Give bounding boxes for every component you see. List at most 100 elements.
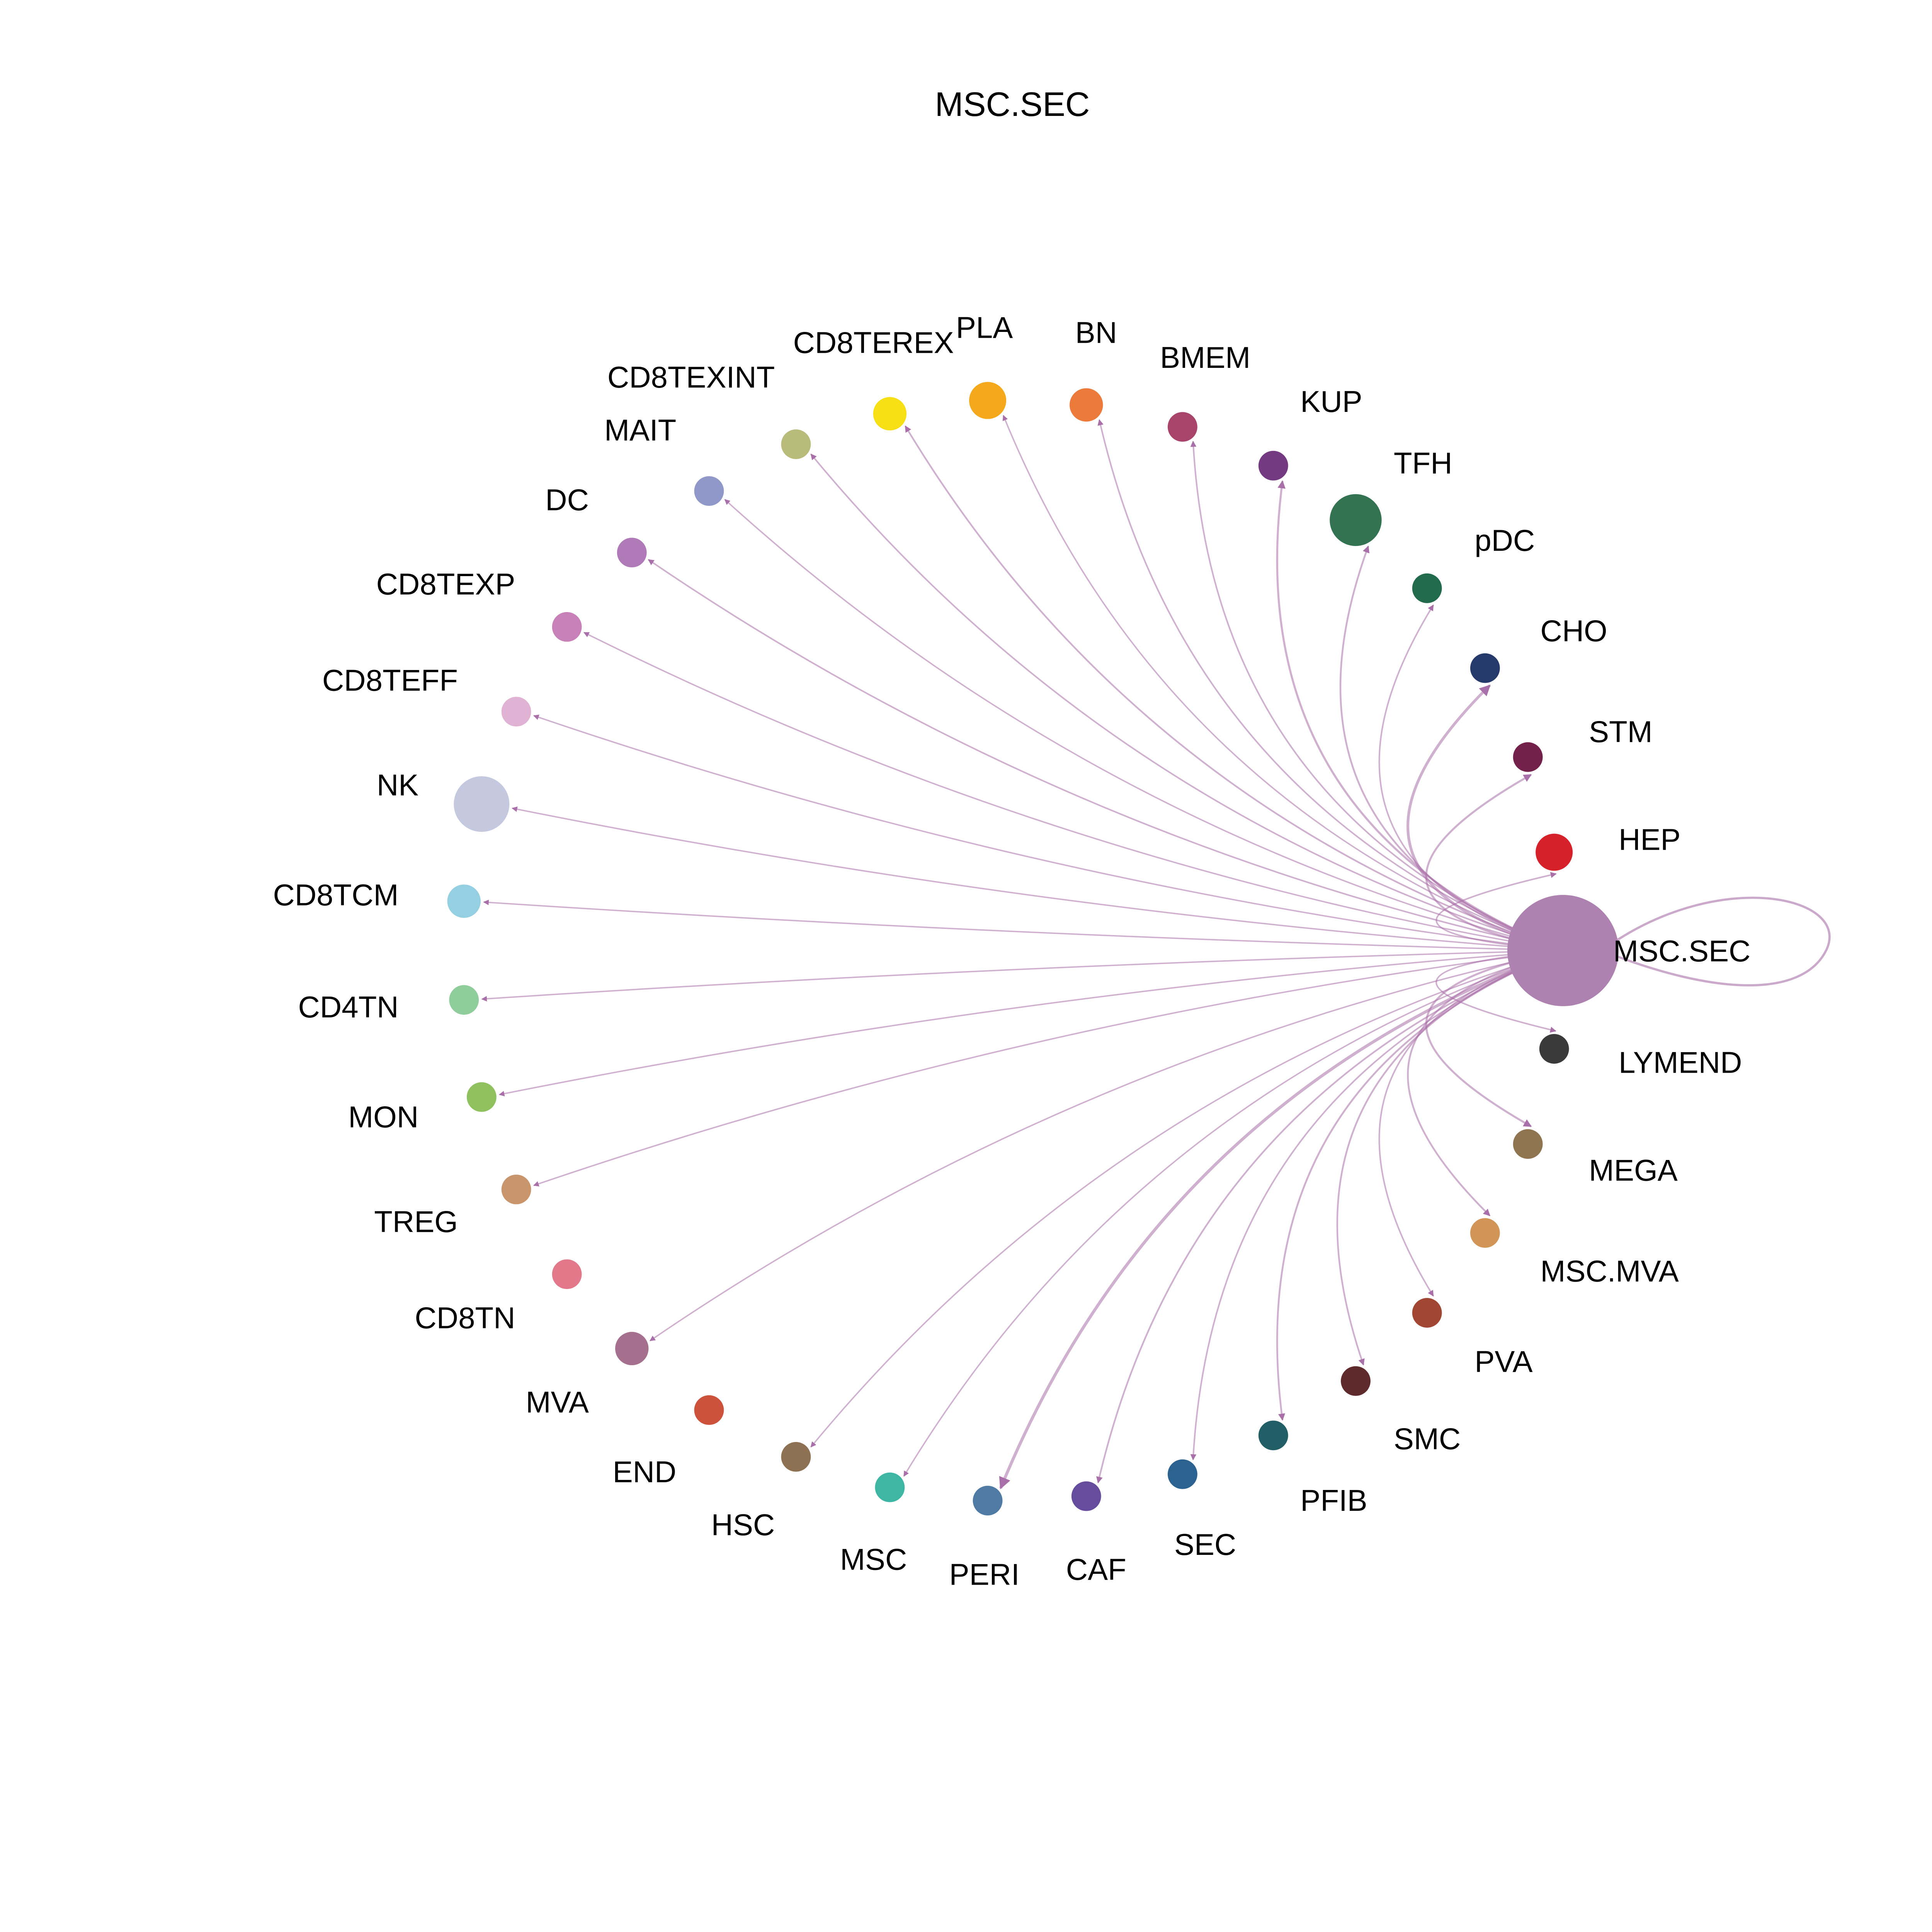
node-label-peri: PERI [949, 1557, 1020, 1591]
node-cd8tn [552, 1259, 582, 1289]
node-label-pla: PLA [956, 311, 1013, 345]
node-label-mon: MON [348, 1100, 418, 1134]
edge-msc-sec-to-lymend [1435, 950, 1563, 1033]
node-cd8teff [501, 697, 531, 727]
edge-msc-sec-to-cho [1406, 684, 1563, 952]
node-pfib [1258, 1420, 1288, 1451]
edge-msc-sec-to-pla [1002, 415, 1563, 951]
node-cho [1470, 653, 1500, 683]
node-label-bn: BN [1075, 316, 1117, 350]
node-label-msc-sec: MSC.SEC [1613, 934, 1750, 968]
edge-msc-sec-to-cd8texp [583, 632, 1563, 951]
node-cd8tcm [447, 884, 481, 918]
edge-msc-sec-to-pva [1378, 950, 1563, 1297]
node-msc [875, 1472, 905, 1502]
node-msc-mva [1470, 1218, 1500, 1248]
node-mva [615, 1332, 649, 1366]
node-cd8terex [873, 397, 907, 430]
node-label-lymend: LYMEND [1619, 1045, 1742, 1079]
node-hep [1536, 833, 1573, 871]
edge-msc-sec-to-hsc [810, 950, 1563, 1447]
node-label-mva: MVA [526, 1385, 589, 1419]
edge-msc-sec-to-stm [1425, 774, 1563, 952]
node-mait [694, 476, 724, 506]
node-label-pfib: PFIB [1300, 1483, 1367, 1517]
node-label-cd8terex: CD8TEREX [793, 325, 954, 359]
edge-msc-sec-to-cd4tn [481, 950, 1563, 1002]
edge-msc-sec-to-mega [1425, 949, 1563, 1128]
node-pva [1412, 1298, 1442, 1328]
node-kup [1258, 451, 1288, 481]
node-end [694, 1395, 724, 1425]
edge-msc-sec-to-caf [1096, 950, 1563, 1483]
node-stm [1513, 742, 1543, 772]
edge-msc-sec-to-bmem [1190, 440, 1563, 951]
node-label-tfh: TFH [1394, 446, 1452, 480]
edge-msc-sec-to-peri [999, 949, 1564, 1490]
node-bn [1070, 388, 1103, 422]
node-cd8texint [781, 429, 811, 459]
edge-msc-sec-to-pdc [1378, 604, 1563, 951]
edge-msc-sec-to-dc [648, 559, 1563, 951]
edge-msc-sec-to-mon [498, 950, 1563, 1097]
node-msc-sec [1507, 895, 1619, 1006]
node-label-cd8texint: CD8TEXINT [607, 360, 775, 394]
node-label-cd4tn: CD4TN [298, 990, 398, 1024]
node-label-cd8tn: CD8TN [415, 1301, 515, 1335]
node-label-cd8tcm: CD8TCM [273, 878, 399, 912]
edge-msc-sec-self-loop [1601, 896, 1831, 986]
node-label-sec: SEC [1174, 1527, 1236, 1561]
node-dc [617, 537, 647, 568]
node-pla [969, 382, 1007, 419]
node-label-kup: KUP [1300, 384, 1362, 418]
edge-msc-sec-to-mva [650, 950, 1563, 1342]
node-label-pva: PVA [1475, 1345, 1532, 1379]
edge-msc-sec-to-treg [533, 950, 1563, 1187]
node-tfh [1330, 494, 1382, 546]
edge-msc-sec-to-kup [1276, 480, 1563, 952]
edge-msc-sec-to-msc [903, 950, 1563, 1477]
edge-msc-sec-to-cd8teff [533, 714, 1563, 951]
node-label-msc-mva: MSC.MVA [1540, 1254, 1679, 1288]
node-nk [454, 776, 510, 832]
edge-msc-sec-to-cd8tcm [483, 900, 1563, 951]
node-cd8texp [552, 612, 582, 642]
node-label-end: END [613, 1455, 677, 1489]
node-label-hsc: HSC [711, 1508, 775, 1542]
node-label-bmem: BMEM [1160, 340, 1250, 374]
node-label-nk: NK [377, 768, 418, 802]
edge-msc-sec-to-bn [1097, 419, 1563, 951]
node-bmem [1167, 412, 1197, 442]
chart-title: MSC.SEC [935, 85, 1090, 123]
edge-msc-sec-to-smc [1336, 950, 1563, 1366]
node-label-treg: TREG [374, 1205, 458, 1239]
edge-msc-sec-to-cd8terex [905, 425, 1563, 952]
node-cd4tn [449, 985, 479, 1015]
edge-msc-sec-to-sec [1190, 950, 1563, 1461]
node-label-stm: STM [1589, 715, 1653, 749]
node-label-cd8texp: CD8TEXP [376, 567, 515, 601]
node-label-dc: DC [545, 483, 589, 517]
node-mega [1513, 1129, 1543, 1159]
node-mon [466, 1082, 497, 1112]
node-label-smc: SMC [1394, 1422, 1461, 1456]
node-label-mega: MEGA [1589, 1153, 1678, 1187]
node-label-pdc: pDC [1475, 523, 1535, 557]
edges-layer [481, 415, 1831, 1490]
node-label-cd8teff: CD8TEFF [322, 663, 458, 697]
node-caf [1071, 1481, 1101, 1511]
node-sec [1167, 1459, 1197, 1489]
node-lymend [1539, 1034, 1569, 1064]
node-pdc [1412, 573, 1442, 603]
node-label-msc: MSC [840, 1543, 907, 1577]
node-label-cho: CHO [1540, 614, 1607, 648]
node-treg [501, 1174, 531, 1204]
edge-msc-sec-to-cd8texint [810, 453, 1563, 951]
nodes-layer [447, 382, 1619, 1515]
edge-msc-sec-to-nk [512, 806, 1563, 951]
node-label-caf: CAF [1066, 1552, 1126, 1586]
edge-msc-sec-to-mait [724, 499, 1563, 951]
edge-msc-sec-to-msc-mva [1407, 949, 1563, 1216]
